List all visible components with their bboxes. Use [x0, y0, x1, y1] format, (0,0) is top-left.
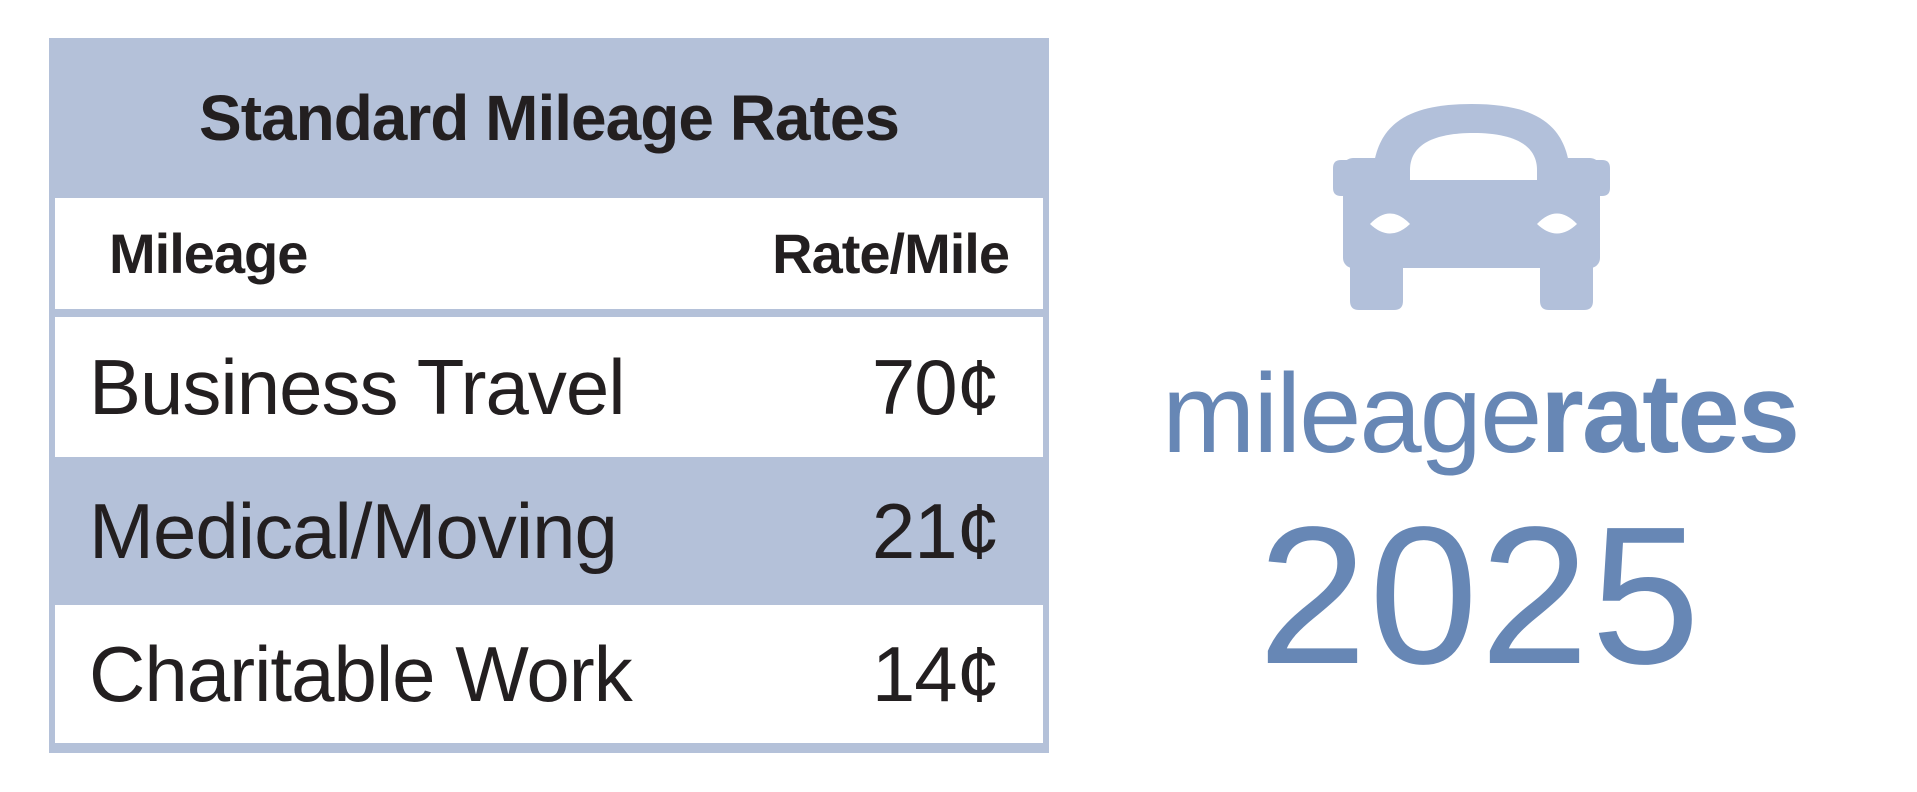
car-front-icon: [1333, 100, 1610, 310]
table-row-business-travel: Business Travel 70¢: [49, 317, 1049, 457]
table-header-row: Mileage Rate/Mile: [49, 198, 1049, 309]
column-header-mileage: Mileage: [109, 222, 308, 285]
row-label: Charitable Work: [89, 629, 633, 718]
row-rate: 14¢: [871, 629, 1000, 718]
table-row-charitable-work: Charitable Work 14¢: [49, 605, 1049, 743]
table-title: Standard Mileage Rates: [49, 38, 1049, 198]
table-row-medical-moving: Medical/Moving 21¢: [49, 457, 1049, 605]
row-rate: 21¢: [871, 486, 1000, 575]
header-separator: [49, 309, 1049, 317]
row-rate: 70¢: [871, 342, 1000, 431]
row-label: Business Travel: [89, 342, 626, 431]
wordmark-mileage-text: mileage: [1162, 351, 1542, 476]
row-label: Medical/Moving: [89, 486, 618, 575]
wordmark-rates-text: rates: [1540, 351, 1800, 476]
year-label: 2025: [1257, 486, 1703, 705]
table-bottom-border: [49, 743, 1049, 753]
wordmark-mileagerates: mileagerates: [1125, 358, 1835, 470]
mileage-rates-table: Standard Mileage Rates Mileage Rate/Mile…: [49, 38, 1049, 753]
column-header-rate-per-mile: Rate/Mile: [772, 222, 1010, 285]
